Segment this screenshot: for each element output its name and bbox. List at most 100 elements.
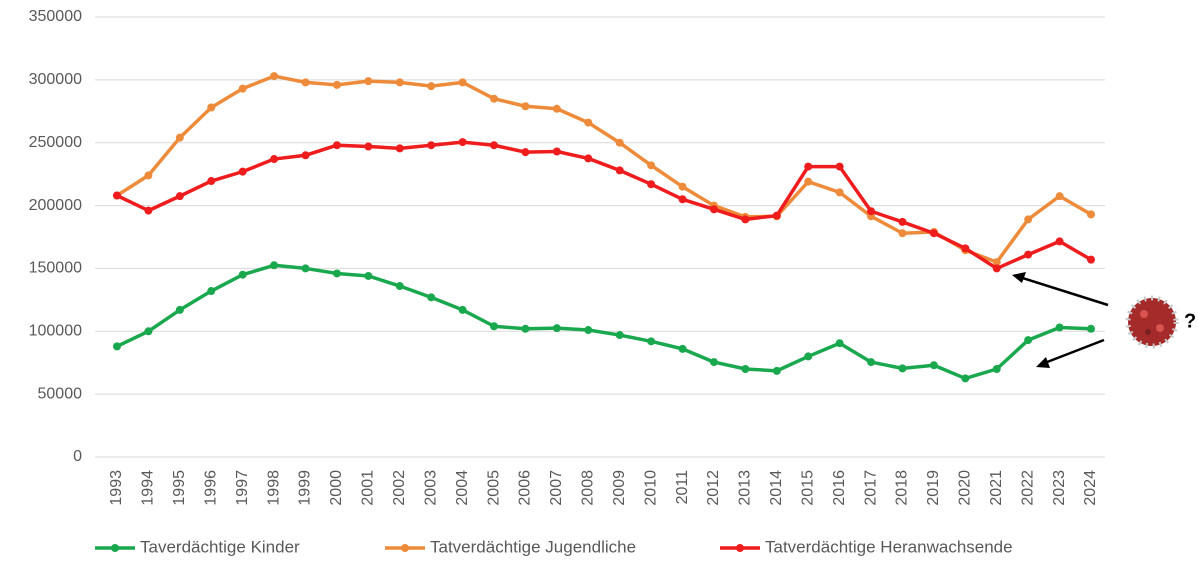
x-tick-label: 2014	[768, 470, 785, 506]
marker	[678, 182, 687, 191]
legend-marker	[111, 544, 119, 552]
marker	[270, 261, 279, 270]
y-tick-label: 100000	[29, 323, 82, 340]
legend-label: Tatverdächtige Jugendliche	[430, 537, 636, 556]
x-tick-label: 1993	[108, 470, 125, 506]
marker	[898, 217, 907, 226]
x-tick-label: 2020	[957, 470, 974, 506]
x-tick-label: 2013	[737, 470, 754, 506]
marker	[175, 192, 184, 201]
x-tick-label: 1998	[265, 470, 282, 506]
marker	[552, 147, 561, 156]
x-tick-label: 2012	[705, 470, 722, 506]
x-tick-label: 2009	[611, 470, 628, 506]
marker	[1024, 250, 1033, 259]
x-tick-label: 2005	[485, 470, 502, 506]
marker	[144, 206, 153, 215]
marker	[709, 358, 718, 367]
marker	[113, 342, 121, 351]
marker	[584, 118, 593, 127]
marker	[929, 361, 938, 370]
marker	[804, 162, 813, 171]
marker	[207, 287, 216, 296]
series	[113, 138, 1095, 273]
x-tick-label: 2002	[391, 470, 408, 506]
x-tick-label: 2003	[422, 470, 439, 506]
marker	[238, 167, 247, 176]
x-tick-label: 2011	[674, 470, 691, 505]
series-line	[116, 74, 1092, 264]
marker	[992, 264, 1001, 273]
marker	[364, 142, 373, 151]
marker	[364, 271, 373, 280]
marker	[804, 352, 813, 361]
marker	[458, 78, 467, 87]
marker	[427, 82, 436, 91]
marker	[867, 207, 876, 216]
x-tick-label: 2024	[1082, 470, 1099, 506]
marker	[332, 80, 341, 89]
marker	[395, 144, 404, 153]
marker	[992, 258, 1001, 267]
x-tick-label: 2017	[862, 470, 879, 506]
annotation: ?	[1184, 310, 1196, 332]
legend-marker	[401, 544, 409, 552]
marker	[175, 305, 184, 314]
y-tick-label: 150000	[29, 260, 82, 277]
marker	[1055, 323, 1064, 332]
marker	[270, 155, 279, 164]
y-tick-label: 250000	[29, 134, 82, 151]
marker	[1087, 324, 1095, 333]
x-tick-label: 2015	[799, 470, 816, 506]
marker	[301, 264, 310, 273]
marker	[301, 78, 310, 87]
arrow	[1041, 338, 1105, 366]
x-tick-label: 1996	[202, 470, 219, 506]
marker	[678, 344, 687, 353]
y-tick-label: 200000	[29, 197, 82, 214]
marker	[1024, 215, 1033, 224]
virus-icon	[1125, 295, 1179, 349]
marker	[835, 188, 844, 197]
x-tick-label: 2004	[454, 470, 471, 506]
x-tick-label: 2016	[831, 470, 848, 506]
marker	[144, 327, 153, 336]
arrow-head	[1036, 357, 1050, 368]
marker	[835, 162, 844, 171]
marker	[584, 154, 593, 163]
legend-marker	[736, 544, 744, 552]
x-tick-label: 1995	[171, 470, 188, 506]
legend-label: Taverdächtige Kinder	[140, 537, 300, 556]
series-line	[116, 263, 1092, 381]
marker	[458, 305, 467, 314]
marker	[772, 366, 781, 375]
series-line	[116, 140, 1092, 271]
marker	[615, 331, 624, 340]
marker	[615, 166, 624, 175]
series	[113, 72, 1095, 267]
y-tick-label: 0	[73, 448, 82, 465]
marker	[175, 133, 184, 142]
marker	[867, 358, 876, 367]
x-tick-label: 2019	[925, 470, 942, 506]
marker	[144, 171, 153, 180]
marker	[647, 161, 656, 170]
x-tick-label: 2006	[517, 470, 534, 506]
arrow	[1015, 274, 1109, 307]
marker	[332, 269, 341, 278]
marker	[1055, 192, 1064, 201]
marker	[458, 138, 467, 147]
marker	[521, 102, 530, 111]
marker	[615, 138, 624, 147]
x-tick-label: 2008	[580, 470, 597, 506]
marker	[992, 365, 1001, 373]
x-tick-label: 2022	[1019, 470, 1036, 506]
y-tick-label: 350000	[29, 8, 82, 25]
marker	[741, 365, 750, 373]
marker	[301, 151, 310, 160]
marker	[647, 180, 656, 189]
legend-label: Tatverdächtige Heranwachsende	[765, 537, 1013, 556]
marker	[270, 72, 279, 81]
marker	[113, 191, 121, 200]
